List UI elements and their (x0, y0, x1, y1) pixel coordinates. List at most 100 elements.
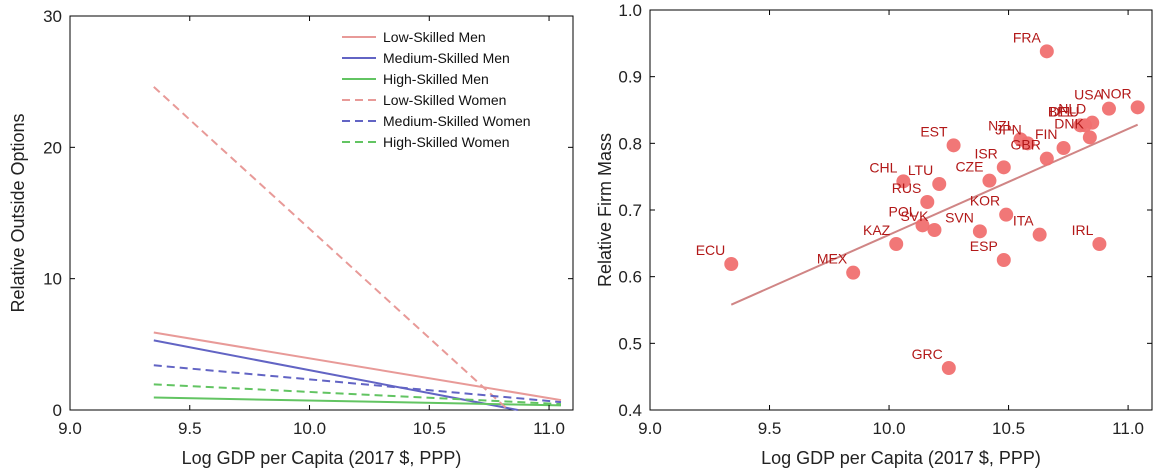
series-line (153, 364, 562, 404)
scatter-point (1092, 237, 1107, 251)
scatter-point (982, 173, 997, 188)
y-tick-label: 0.5 (618, 334, 642, 353)
legend-label: Medium-Skilled Men (383, 50, 510, 66)
point-label: ITA (1013, 213, 1034, 229)
point-label: MEX (817, 251, 848, 267)
scatter-point (941, 361, 956, 375)
point-label: POL (888, 203, 916, 219)
point-label: FIN (1035, 126, 1058, 142)
scatter-point (932, 177, 947, 191)
scatter-point (996, 160, 1011, 175)
y-tick-label: 30 (43, 7, 62, 26)
scatter-point (1020, 136, 1035, 151)
scatter-point (1056, 141, 1071, 155)
x-tick-label: 9.5 (178, 419, 202, 438)
point-label: SVK (900, 208, 929, 224)
point-label: JPN (995, 121, 1021, 137)
right-axis-ticks: 9.0 9.5 10.0 10.5 11.0 0.4 0.5 0.6 0.7 0.8 0.9 1.0 (618, 1, 1152, 438)
point-label: ISR (974, 145, 997, 161)
scatter-point (1032, 227, 1047, 242)
legend-label: Medium-Skilled Women (383, 113, 531, 129)
series-line (153, 331, 562, 402)
point-label: NOR (1101, 85, 1132, 101)
x-tick-label: 9.0 (58, 419, 82, 438)
x-tick-label: 9.0 (638, 419, 662, 438)
x-tick-label: 11.0 (533, 419, 565, 438)
legend: Low-Skilled Men Medium-Skilled Men High-Sk… (342, 29, 531, 150)
point-label: DEU (1050, 103, 1080, 119)
point-label: KAZ (863, 222, 891, 238)
point-label: GBR (1010, 137, 1040, 153)
series-line (153, 396, 562, 407)
scatter-point (1039, 151, 1054, 166)
scatter-point (889, 237, 904, 251)
scatter-point (972, 224, 987, 239)
scatter-point (1039, 44, 1054, 59)
point-label: CZE (955, 159, 983, 175)
left-series-lines (153, 86, 562, 411)
scatter-point (896, 174, 911, 189)
point-label: ESP (970, 238, 998, 254)
x-tick-label: 10.5 (992, 419, 1025, 438)
scatter-point (996, 253, 1011, 267)
left-plot-frame (69, 15, 574, 411)
scatter-point (1082, 130, 1097, 145)
scatter-point (946, 138, 961, 153)
legend-label: Low-Skilled Women (383, 92, 506, 108)
scatter-point (846, 265, 861, 280)
outside-options-chart: 9.0 9.5 10.0 10.5 11.0 0 10 20 30 Low-Skilled Me… (8, 7, 574, 468)
series-line (153, 86, 509, 411)
left-axis-ticks: 9.0 9.5 10.0 10.5 11.0 0 10 20 30 (43, 7, 573, 438)
legend-label: Low-Skilled Men (383, 29, 486, 45)
y-tick-label: 0.7 (618, 201, 642, 220)
series-line (153, 383, 562, 406)
point-label: RUS (892, 180, 922, 196)
left-x-axis-label: Log GDP per Capita (2017 $, PPP) (182, 448, 462, 468)
point-label: SVN (945, 209, 974, 225)
right-plot-frame (649, 9, 1153, 411)
x-tick-label: 11.0 (1112, 419, 1144, 438)
point-label: FRA (1013, 29, 1042, 45)
point-label: USA (1074, 87, 1103, 103)
scatter-point (724, 257, 739, 271)
fit-line (730, 123, 1139, 306)
scatter-point (1130, 100, 1145, 115)
scatter-point (1085, 115, 1100, 130)
y-tick-label: 20 (43, 138, 62, 157)
point-label: NZL (988, 117, 1015, 133)
y-tick-label: 1.0 (618, 1, 642, 20)
point-label: LTU (908, 162, 933, 178)
right-y-axis-label: Relative Firm Mass (595, 133, 615, 287)
scatter-points (724, 44, 1145, 375)
point-label: GRC (912, 346, 943, 362)
point-label: KOR (970, 193, 1000, 209)
scatter-point (927, 223, 942, 237)
legend-label: High-Skilled Men (383, 71, 489, 87)
right-x-axis-label: Log GDP per Capita (2017 $, PPP) (761, 448, 1041, 468)
point-label: BEL (1048, 103, 1075, 119)
point-label: EST (920, 123, 948, 139)
y-tick-label: 0.6 (618, 268, 642, 287)
x-tick-label: 10.0 (293, 419, 326, 438)
y-tick-label: 0.8 (618, 134, 642, 153)
y-tick-label: 10 (43, 270, 62, 289)
point-label: ECU (696, 242, 726, 258)
scatter-point (999, 207, 1014, 222)
scatter-point (915, 218, 930, 233)
point-label: IRL (1072, 222, 1094, 238)
x-tick-label: 10.0 (873, 419, 906, 438)
y-tick-label: 0.4 (618, 401, 642, 420)
x-tick-label: 10.5 (413, 419, 446, 438)
left-y-axis-label: Relative Outside Options (8, 113, 28, 312)
legend-label: High-Skilled Women (383, 134, 510, 150)
point-label: NLD (1058, 101, 1086, 117)
scatter-point (1101, 101, 1116, 116)
y-tick-label: 0.9 (618, 68, 642, 87)
fit-line-segment (730, 123, 1139, 306)
point-label: CHL (869, 159, 897, 175)
x-tick-label: 9.5 (758, 419, 782, 438)
point-label: DNK (1054, 115, 1084, 131)
